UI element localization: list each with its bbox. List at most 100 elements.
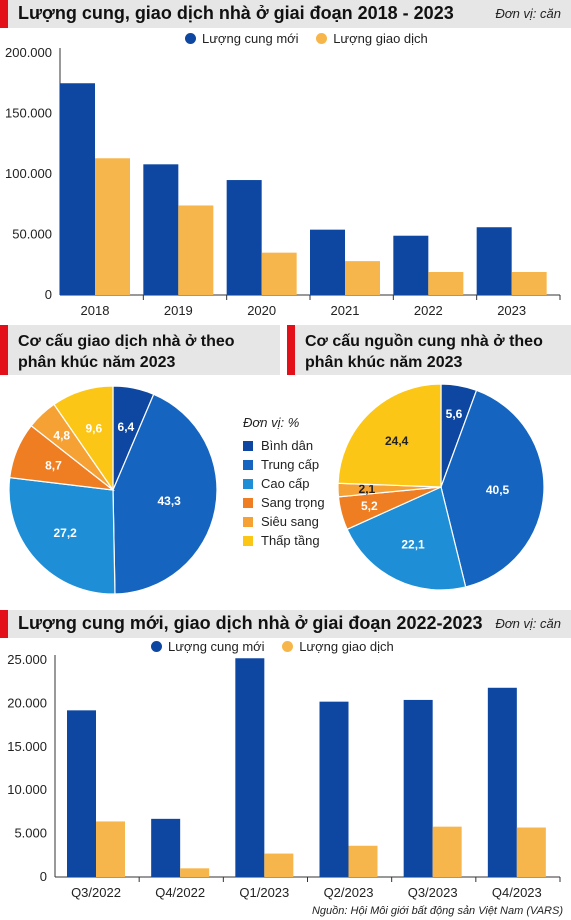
chart4-bar-transaction bbox=[348, 845, 378, 877]
pie-right-slice-label: 24,4 bbox=[385, 434, 409, 448]
pie-left-header: Cơ cấu giao dịch nhà ở theo phân khúc nă… bbox=[0, 325, 280, 375]
chart4-bar-supply bbox=[151, 818, 181, 877]
pie-legend-label: Sang trọng bbox=[261, 495, 325, 510]
chart4-bar-transaction bbox=[264, 853, 294, 877]
chart4-plot: 0 5.000 10.000 15.000 20.000 25.000 Q3/2022 Q4/… bbox=[7, 652, 561, 900]
chart4-bar-supply bbox=[67, 710, 96, 877]
chart4-xtick-label: Q2/2023 bbox=[324, 885, 374, 900]
chart1-xtick-label: 2021 bbox=[331, 303, 360, 318]
legend-dot-supply bbox=[185, 33, 196, 44]
chart4-ytick-label: 0 bbox=[40, 869, 47, 884]
pie-legend-label: Cao cấp bbox=[261, 476, 310, 491]
chart1-bar-transaction bbox=[345, 261, 380, 295]
chart4-xtick-label: Q1/2023 bbox=[239, 885, 289, 900]
chart1-ytick-label: 50.000 bbox=[12, 227, 52, 242]
pie-right-slice-label: 2,1 bbox=[359, 482, 376, 496]
legend-label-supply: Lượng cung mới bbox=[202, 31, 299, 46]
chart1-ytick-label: 150.000 bbox=[5, 106, 52, 121]
chart4-title: Lượng cung mới, giao dịch nhà ở giai đoạ… bbox=[18, 613, 483, 633]
chart1-bar-supply bbox=[310, 229, 345, 295]
pie-legend-swatch bbox=[243, 440, 253, 451]
chart1-unit: Đơn vị: căn bbox=[495, 6, 561, 21]
legend-label-transaction: Lượng giao dịch bbox=[333, 31, 428, 46]
chart1-bar-transaction bbox=[261, 252, 297, 295]
chart1-xtick-label: 2020 bbox=[247, 303, 276, 318]
chart1-bar-transaction bbox=[428, 272, 464, 295]
pie-right-slice-2 bbox=[346, 486, 467, 591]
pie-legend-items: Bình dân Trung cấp Cao cấp Sang trọng Siêu s… bbox=[243, 436, 325, 550]
chart4-legend: Lượng cung mới Lượng giao dịch bbox=[151, 639, 408, 655]
chart1-legend: Lượng cung mới Lượng giao dịch bbox=[185, 31, 442, 47]
chart4-ytick-label: 15.000 bbox=[7, 739, 47, 754]
chart4-xtick-label: Q3/2023 bbox=[408, 885, 458, 900]
chart4-bar-transaction bbox=[180, 868, 210, 877]
legend4-label-supply: Lượng cung mới bbox=[168, 639, 265, 654]
pie-left-slice-2 bbox=[8, 476, 116, 595]
pie-legend-item: Thấp tầng bbox=[243, 531, 325, 550]
chart1-bar-supply bbox=[143, 164, 179, 295]
chart1-xtick-label: 2022 bbox=[414, 303, 443, 318]
pie-left-slice-label: 43,3 bbox=[157, 494, 181, 508]
pie-left-slice-label: 6,4 bbox=[118, 420, 135, 434]
chart1-bar-supply bbox=[476, 227, 512, 295]
chart4-xtick-label: Q4/2022 bbox=[155, 885, 205, 900]
pie-legend-swatch bbox=[243, 497, 253, 508]
legend4-dot-supply bbox=[151, 641, 162, 652]
chart1-xtick-label: 2019 bbox=[164, 303, 193, 318]
chart1-bar-transaction bbox=[95, 158, 130, 295]
pie-right-slice-label: 40,5 bbox=[486, 483, 510, 497]
pie-legend-item: Trung cấp bbox=[243, 455, 325, 474]
legend4-item-supply: Lượng cung mới bbox=[151, 639, 265, 654]
pie-left-slice-label: 9,6 bbox=[86, 421, 103, 435]
chart4-unit: Đơn vị: căn bbox=[495, 616, 561, 631]
pie-right-slice-5 bbox=[337, 383, 442, 488]
pie-left-slice-5 bbox=[53, 385, 114, 492]
chart4-xtick-label: Q3/2022 bbox=[71, 885, 121, 900]
chart4-ytick-label: 25.000 bbox=[7, 652, 47, 667]
pie-left-slice-label: 4,8 bbox=[53, 428, 70, 442]
pie-legend-label: Thấp tầng bbox=[261, 533, 320, 548]
pie-right-slice-1 bbox=[440, 389, 545, 588]
chart1-bar-transaction bbox=[511, 272, 547, 295]
chart4-ytick-label: 10.000 bbox=[7, 782, 47, 797]
pie-legend-item: Cao cấp bbox=[243, 474, 325, 493]
pie-legend-label: Trung cấp bbox=[261, 457, 320, 472]
chart1-bar-supply bbox=[60, 83, 95, 295]
chart1-bar-supply bbox=[393, 235, 429, 295]
chart4-bar-transaction bbox=[432, 826, 462, 877]
chart1-bar-transaction bbox=[178, 205, 214, 295]
chart4-header: Lượng cung mới, giao dịch nhà ở giai đoạ… bbox=[0, 610, 571, 638]
legend4-label-transaction: Lượng giao dịch bbox=[299, 639, 394, 654]
pie-left-slice-label: 8,7 bbox=[45, 458, 62, 472]
pie-right-title: Cơ cấu nguồn cung nhà ở theo phân khúc n… bbox=[305, 333, 543, 371]
chart1-bar-supply bbox=[226, 180, 262, 295]
pie-legend: Đơn vị: % Bình dân Trung cấp Cao cấp Sang t… bbox=[243, 415, 325, 550]
chart4-ytick-label: 20.000 bbox=[7, 695, 47, 710]
legend4-item-transaction: Lượng giao dịch bbox=[282, 639, 394, 654]
pie-legend-swatch bbox=[243, 535, 253, 546]
chart4-bar-transaction bbox=[516, 827, 546, 877]
legend-item-supply: Lượng cung mới bbox=[185, 31, 299, 46]
legend-dot-transaction bbox=[316, 33, 328, 44]
pie-left-slice-1 bbox=[112, 393, 218, 595]
pie-legend-label: Bình dân bbox=[261, 438, 314, 453]
chart4-xtick-label: Q4/2023 bbox=[492, 885, 542, 900]
pie-legend-item: Bình dân bbox=[243, 436, 325, 455]
chart4-bar-supply bbox=[319, 701, 349, 877]
pie-left-title: Cơ cấu giao dịch nhà ở theo phân khúc nă… bbox=[18, 333, 235, 371]
legend-item-transaction: Lượng giao dịch bbox=[316, 31, 428, 46]
chart1-header: Lượng cung, giao dịch nhà ở giai đoạn 20… bbox=[0, 0, 571, 28]
pie-legend-swatch bbox=[243, 459, 253, 470]
chart1-xtick-label: 2023 bbox=[497, 303, 526, 318]
pie-legend-unit: Đơn vị: % bbox=[243, 415, 300, 430]
chart4-bar-supply bbox=[487, 687, 517, 877]
pie-right-slice-label: 22,1 bbox=[401, 537, 425, 551]
pie-legend-item: Sang trọng bbox=[243, 493, 325, 512]
chart1-title: Lượng cung, giao dịch nhà ở giai đoạn 20… bbox=[18, 3, 454, 23]
chart4-bar-transaction bbox=[96, 821, 125, 877]
chart1-xtick-label: 2018 bbox=[81, 303, 110, 318]
chart1-plot: 0 50.000 100.000 150.000 200.000 2018 2019 2020… bbox=[5, 45, 561, 318]
pie-right-slice-label: 5,6 bbox=[446, 407, 463, 421]
pies-plot: 6,4 43,3 27,2 8,7 4,8 9,6 5,6 40,5 22,1 5,2 2,1 24,… bbox=[8, 383, 545, 595]
pie-left-slice-label: 27,2 bbox=[53, 526, 77, 540]
